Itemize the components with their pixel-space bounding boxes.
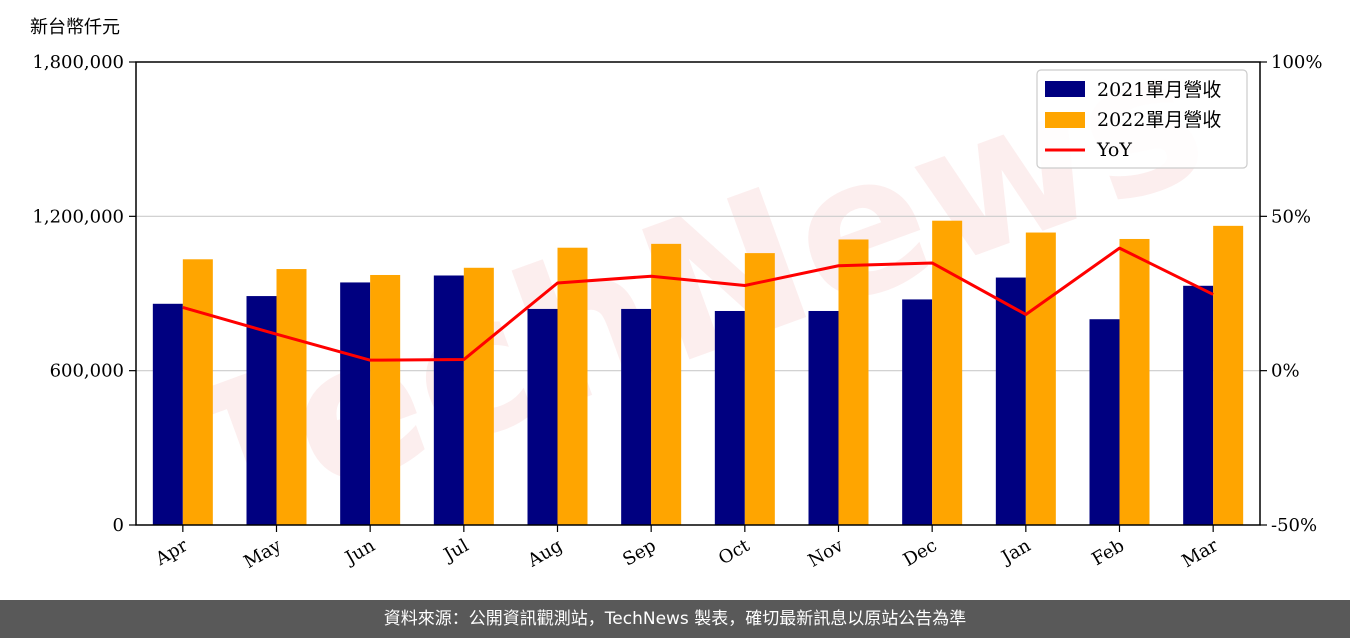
bar-2022: [182, 259, 213, 525]
bar-2022: [744, 253, 775, 526]
bar-2021: [995, 277, 1026, 525]
x-tick-label: Feb: [1088, 535, 1128, 570]
x-tick-label: Dec: [900, 535, 941, 571]
bars: [152, 220, 1244, 526]
x-tick-label: Sep: [619, 535, 659, 570]
bar-2022: [276, 269, 307, 525]
yoy-line: [182, 246, 1214, 362]
gridlines: [136, 215, 1260, 372]
chart: TechNews 新台幣仟元 0600,0001,200,0001,800,00…: [30, 3, 1322, 573]
yoy-line-layer: [182, 246, 1214, 362]
bar-2021: [340, 282, 371, 525]
legend-label-2021: 2021單月營收: [1097, 79, 1221, 101]
bar-2022: [1025, 232, 1056, 525]
bar-2022: [1213, 225, 1244, 525]
x-tick-label: Apr: [151, 535, 191, 570]
source-footer: 資料來源：公開資訊觀測站，TechNews 製表，確切最新訊息以原站公告為準: [0, 600, 1350, 638]
bar-2022: [463, 267, 494, 525]
x-tick-label: Jun: [340, 535, 379, 570]
right-tick-label: 50%: [1271, 206, 1311, 227]
left-tick-label: 600,000: [50, 361, 124, 382]
x-tick-label: Mar: [1178, 535, 1222, 572]
legend-box: [1036, 69, 1248, 169]
plot-frame: [135, 61, 1261, 526]
legend-label-yoy: YoY: [1096, 139, 1132, 161]
bar-2021: [808, 310, 839, 525]
bar-2021: [152, 303, 183, 525]
bar-2022: [838, 239, 869, 525]
bar-2021: [1183, 285, 1214, 525]
bar-2021: [902, 299, 933, 525]
x-tick-label: Nov: [805, 535, 848, 572]
bar-2021: [714, 310, 745, 525]
bar-2022: [651, 243, 682, 525]
left-tick-label: 1,200,000: [32, 206, 124, 227]
bar-2021: [621, 308, 652, 525]
legend: 2021單月營收 2022單月營收 YoY: [1036, 69, 1248, 169]
unit-label: 新台幣仟元: [30, 17, 120, 38]
bar-2021: [1089, 319, 1120, 525]
legend-swatch-2021: [1045, 81, 1085, 97]
x-tick-label: Jul: [439, 535, 473, 567]
bar-2022: [557, 247, 588, 525]
x-tick-label: Jan: [997, 535, 1035, 569]
legend-label-2022: 2022單月營收: [1097, 109, 1221, 131]
x-tick-label: Oct: [715, 535, 754, 570]
right-tick-label: 100%: [1271, 52, 1322, 73]
bar-2021: [433, 275, 464, 525]
left-tick-label: 0: [113, 515, 124, 536]
left-tick-label: 1,800,000: [32, 52, 124, 73]
bar-2022: [1119, 238, 1150, 526]
right-tick-label: 0%: [1271, 361, 1300, 382]
bar-2022: [370, 274, 401, 525]
legend-swatch-2022: [1045, 112, 1085, 128]
bar-2021: [527, 308, 558, 525]
right-tick-label: -50%: [1271, 515, 1317, 536]
x-tick-label: Aug: [523, 535, 566, 572]
